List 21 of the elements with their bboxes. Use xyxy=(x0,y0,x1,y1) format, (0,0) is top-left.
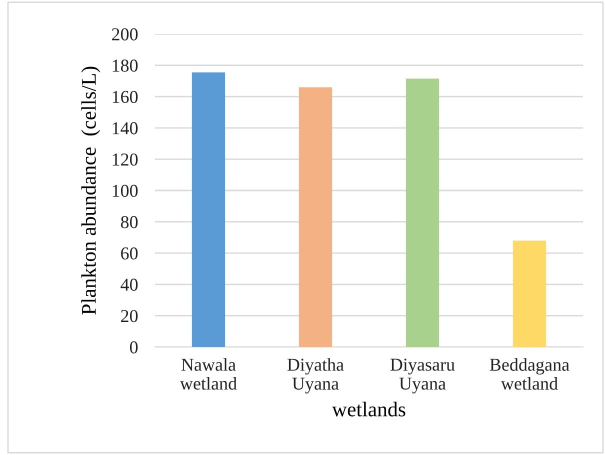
y-tick-label: 100 xyxy=(112,184,138,197)
y-tick-label: 180 xyxy=(112,60,138,72)
y-tick-label: 80 xyxy=(120,216,138,228)
y-tick-label: 140 xyxy=(112,122,138,134)
x-axis-title: wetlands xyxy=(332,402,406,416)
bar xyxy=(406,78,440,347)
y-tick-label: 120 xyxy=(112,153,138,166)
y-tick-label: 20 xyxy=(121,310,138,322)
y-tick-label: 0 xyxy=(130,341,138,354)
bar xyxy=(298,87,332,347)
y-tick-label: 200 xyxy=(112,28,138,40)
bar xyxy=(192,72,226,347)
x-tick-label: Diyasaru Uyana xyxy=(390,358,455,394)
y-tick-label: 60 xyxy=(121,247,138,260)
x-tick-label: Diyatha Uyana xyxy=(287,358,344,394)
y-tick-label: 160 xyxy=(112,90,138,104)
x-tick-label: Beddagana wetland xyxy=(490,358,570,390)
y-axis-title: Plankton abundance (cells/L) xyxy=(81,66,100,315)
bar xyxy=(512,240,546,347)
y-tick-label: 40 xyxy=(120,278,138,291)
x-tick-label: Nawala wetland xyxy=(180,358,237,390)
